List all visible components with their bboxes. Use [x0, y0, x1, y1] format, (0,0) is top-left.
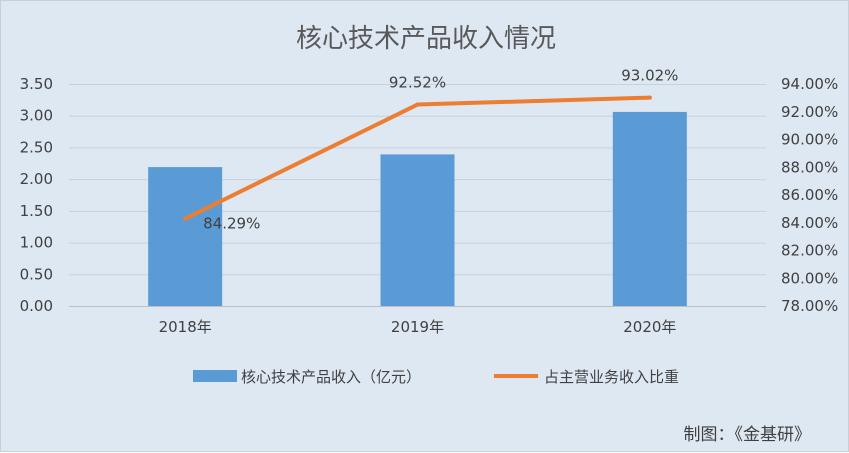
right-tick-label: 90.00% [781, 131, 838, 149]
left-tick-label: 2.50 [20, 138, 53, 156]
chart-title: 核心技术产品收入情况 [296, 24, 556, 54]
category-labels: 2018年 2019年 2020年 [159, 318, 677, 336]
legend: 核心技术产品收入（亿元） 占主营业务收入比重 [193, 368, 679, 386]
category-label: 2018年 [159, 318, 212, 336]
line-series: 84.29% 92.52% 93.02% [183, 67, 678, 233]
right-tick-label: 82.00% [781, 242, 838, 260]
bar-series [148, 111, 687, 306]
legend-bar-label: 核心技术产品收入（亿元） [241, 368, 421, 386]
right-tick-label: 78.00% [781, 297, 838, 315]
left-tick-label: 3.50 [20, 75, 53, 93]
data-label: 92.52% [389, 74, 446, 92]
left-tick-label: 2.00 [20, 170, 53, 188]
right-tick-label: 80.00% [781, 269, 838, 287]
bar [148, 167, 223, 306]
line-point [183, 216, 188, 221]
left-tick-label: 1.50 [20, 202, 53, 220]
category-label: 2019年 [391, 318, 444, 336]
left-tick-label: 0.00 [20, 297, 53, 315]
bar [612, 111, 687, 306]
data-label: 84.29% [203, 215, 260, 233]
left-tick-label: 1.00 [20, 234, 53, 252]
right-tick-label: 86.00% [781, 186, 838, 204]
source-note: 制图：《金基研》 [684, 425, 812, 445]
bar [380, 154, 455, 306]
line-point [415, 102, 420, 107]
right-tick-label: 88.00% [781, 158, 838, 176]
right-tick-label: 92.00% [781, 103, 838, 121]
category-label: 2020年 [623, 318, 676, 336]
line-point [647, 95, 652, 100]
data-label: 93.02% [621, 67, 678, 85]
left-tick-label: 0.50 [20, 265, 53, 283]
right-tick-label: 94.00% [781, 75, 838, 93]
right-tick-label: 84.00% [781, 214, 838, 232]
legend-line-label: 占主营业务收入比重 [544, 368, 679, 386]
left-axis-ticks: 0.00 0.50 1.00 1.50 2.00 2.50 3.00 3.50 [20, 75, 53, 315]
legend-bar-swatch [193, 370, 237, 382]
left-tick-label: 3.00 [20, 107, 53, 125]
right-axis-ticks: 78.00% 80.00% 82.00% 84.00% 86.00% 88.00% 90.0… [781, 75, 838, 315]
